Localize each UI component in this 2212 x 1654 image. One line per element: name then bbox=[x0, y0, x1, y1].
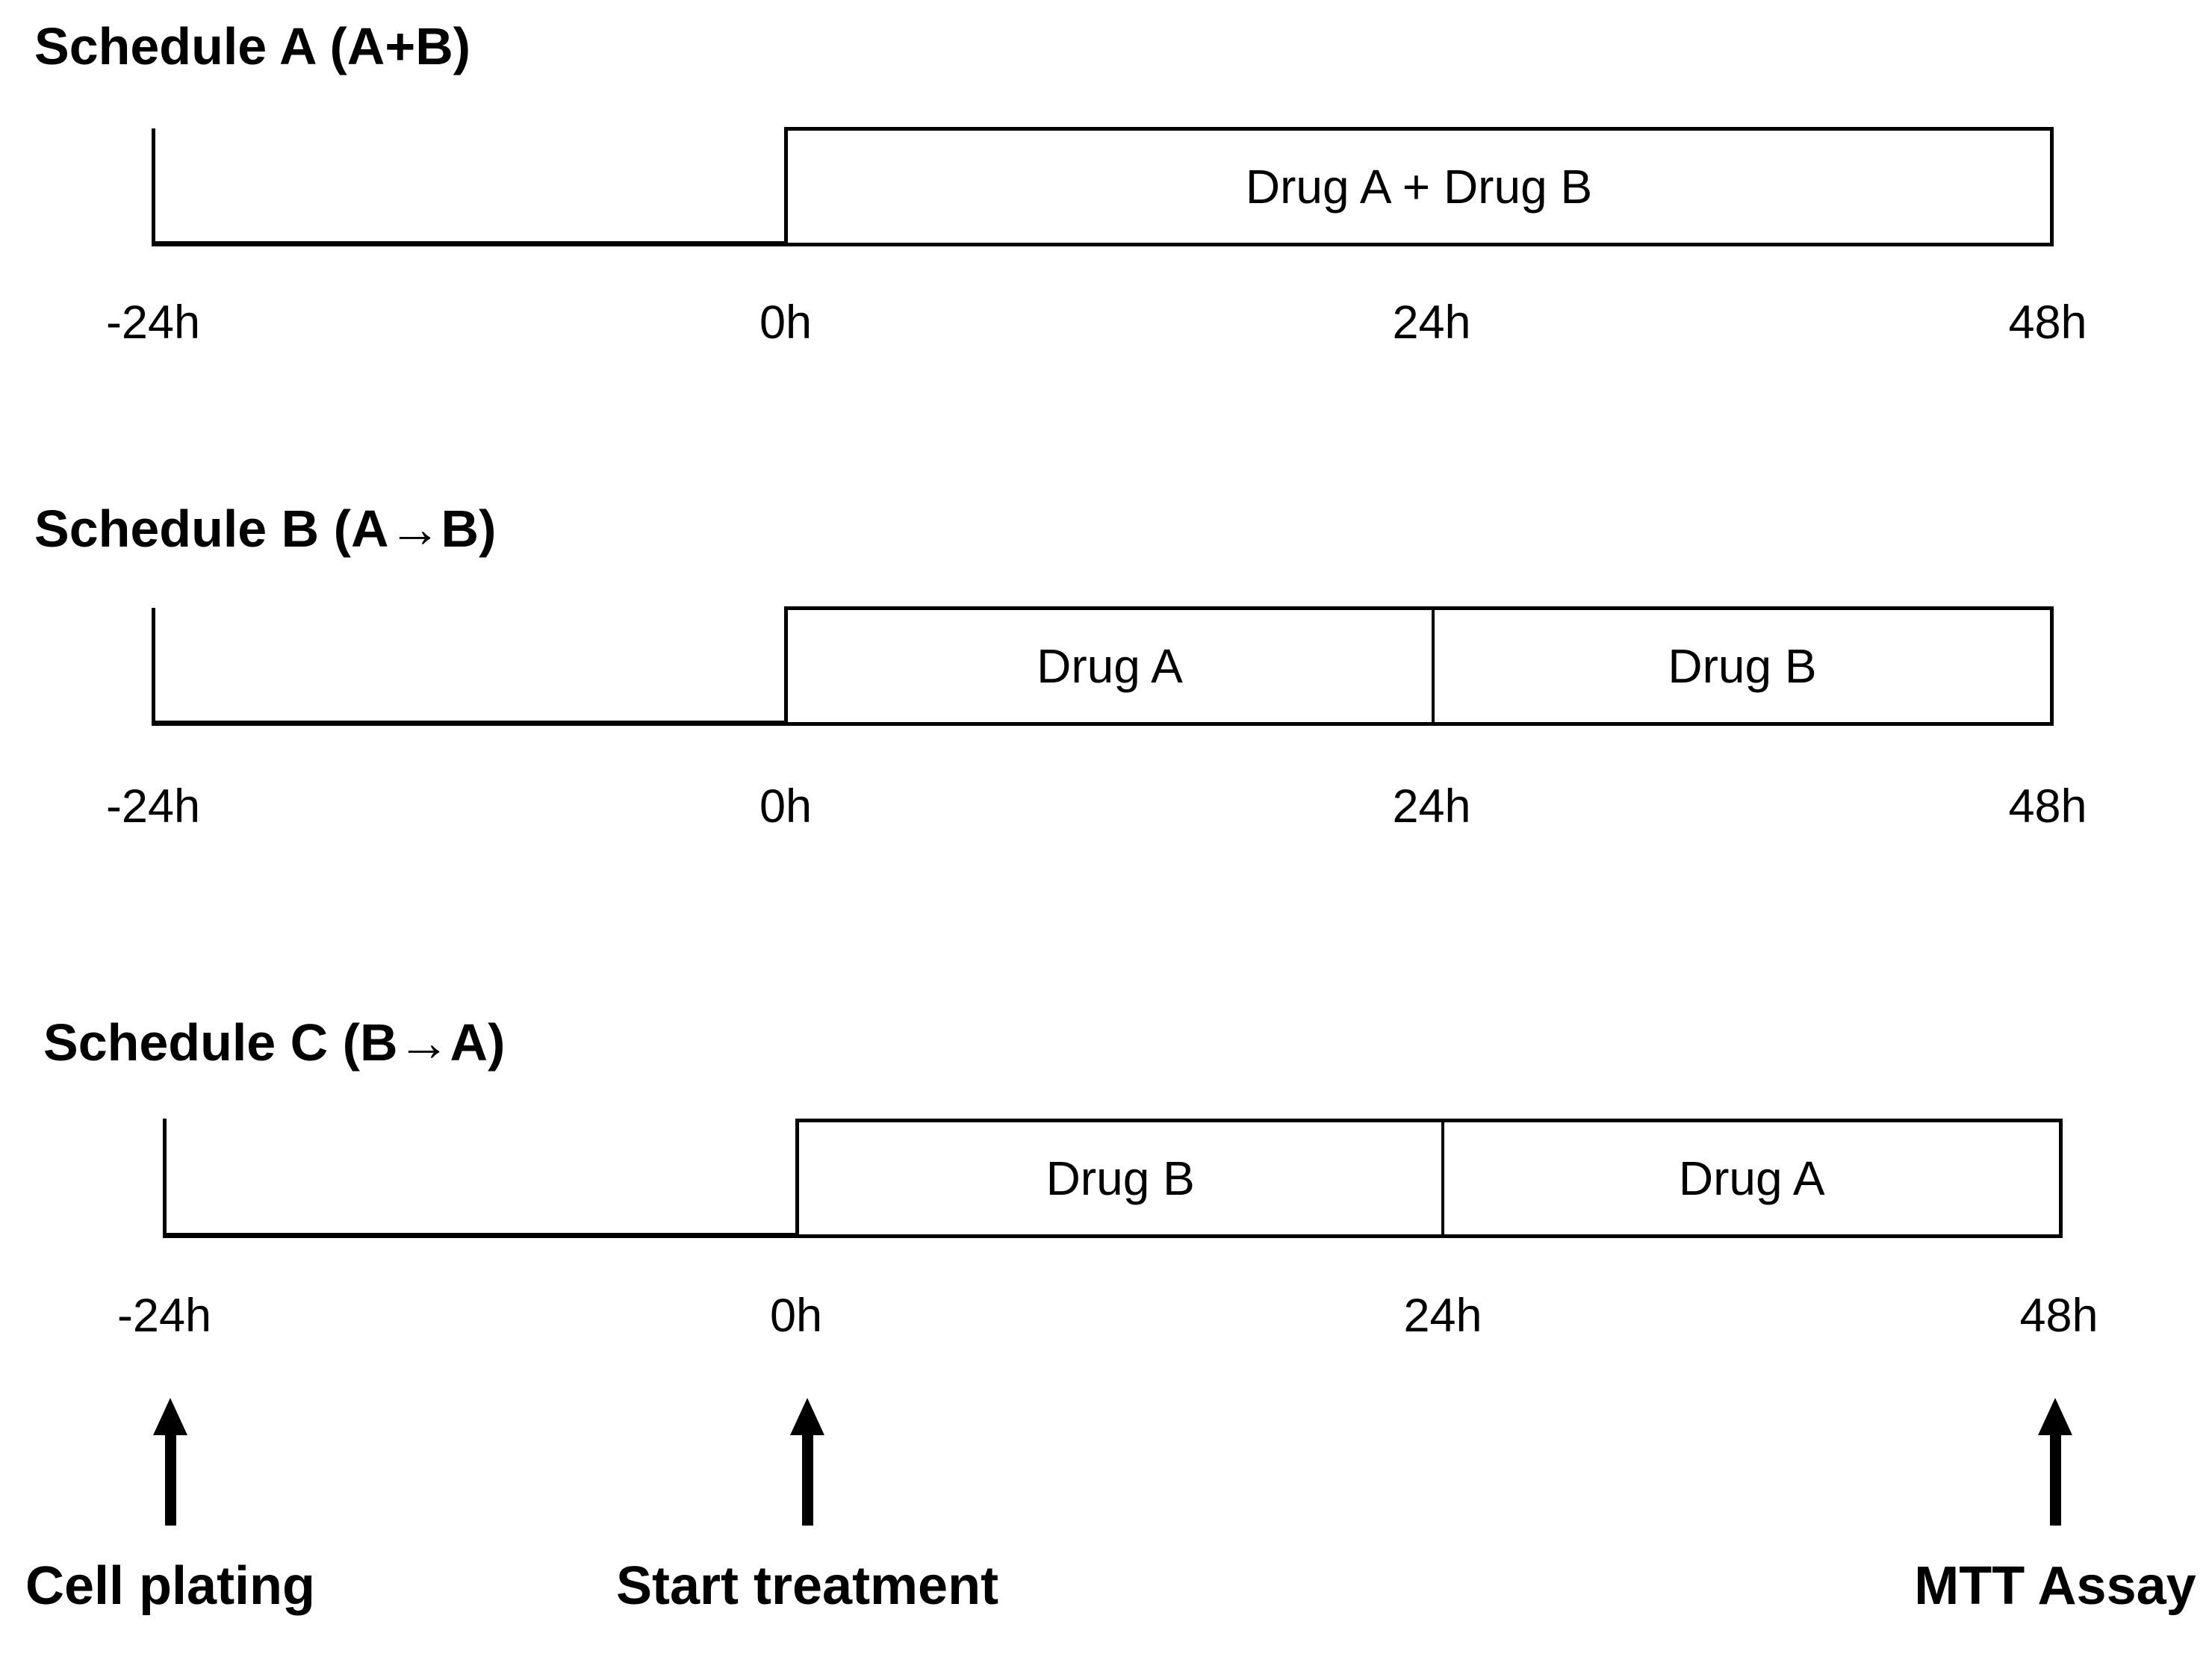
schedule-a-title: Schedule A (A+B) bbox=[34, 17, 471, 75]
milestone-cell-plating-label: Cell plating bbox=[25, 1556, 316, 1616]
up-arrow-head bbox=[2038, 1398, 2072, 1435]
schedule-c-drug-label-2: Drug A bbox=[1678, 1151, 1825, 1205]
schedule-c-title: Schedule C (B→A) bbox=[43, 1013, 506, 1072]
schedule-c-time-48h: 48h bbox=[2019, 1290, 2098, 1342]
schedule-c-plating-tick bbox=[163, 1119, 167, 1238]
up-arrow-icon bbox=[2038, 1398, 2072, 1526]
milestone-start-treatment-label: Start treatment bbox=[615, 1556, 999, 1616]
up-arrow-icon bbox=[790, 1398, 824, 1526]
schedule-a-drug-segment: Drug A + Drug B bbox=[788, 131, 2050, 243]
schedule-b-drug-label-1: Drug A bbox=[1037, 639, 1183, 693]
schedule-c-time-minus24h: -24h bbox=[116, 1290, 212, 1342]
up-arrow-shaft bbox=[801, 1435, 813, 1526]
schedule-c-drug-segment-1: Drug B bbox=[799, 1122, 1441, 1234]
schedule-a-treatment-box: Drug A + Drug B bbox=[784, 127, 2054, 246]
schedule-b-drug-segment-1: Drug A bbox=[788, 610, 1432, 722]
schedule-b-time-48h: 48h bbox=[2008, 780, 2087, 833]
schedule-b-time-minus24h: -24h bbox=[105, 780, 201, 833]
schedule-b-treatment-box: Drug A Drug B bbox=[784, 606, 2054, 726]
schedule-c-time-24h: 24h bbox=[1403, 1290, 1482, 1342]
schedule-c-drug-label-1: Drug B bbox=[1046, 1151, 1195, 1205]
up-arrow-icon bbox=[153, 1398, 187, 1526]
schedule-a-time-24h: 24h bbox=[1392, 296, 1471, 349]
up-arrow-head bbox=[790, 1398, 824, 1435]
schedule-b-drug-segment-2: Drug B bbox=[1431, 610, 2050, 722]
milestone-mtt-assay-label: MTT Assay bbox=[1914, 1556, 2196, 1616]
schedule-c-treatment-box: Drug B Drug A bbox=[795, 1119, 2063, 1238]
schedule-b-plating-tick bbox=[152, 608, 155, 726]
up-arrow-shaft bbox=[2049, 1435, 2061, 1526]
schedule-b-time-24h: 24h bbox=[1392, 780, 1471, 833]
schedule-a-time-minus24h: -24h bbox=[105, 296, 201, 349]
schedule-a-time-0h: 0h bbox=[759, 296, 813, 349]
schedule-c-time-0h: 0h bbox=[769, 1290, 823, 1342]
schedule-b-title: Schedule B (A→B) bbox=[34, 500, 497, 558]
up-arrow-head bbox=[153, 1398, 187, 1435]
schedule-b-time-0h: 0h bbox=[759, 780, 813, 833]
schedule-a-time-48h: 48h bbox=[2008, 296, 2087, 349]
up-arrow-shaft bbox=[164, 1435, 176, 1526]
schedule-b-drug-label-2: Drug B bbox=[1668, 639, 1817, 693]
schedule-c-drug-segment-2: Drug A bbox=[1441, 1122, 2059, 1234]
schedule-a-plating-tick bbox=[152, 128, 155, 246]
schedule-a-drug-label: Drug A + Drug B bbox=[1245, 160, 1593, 214]
